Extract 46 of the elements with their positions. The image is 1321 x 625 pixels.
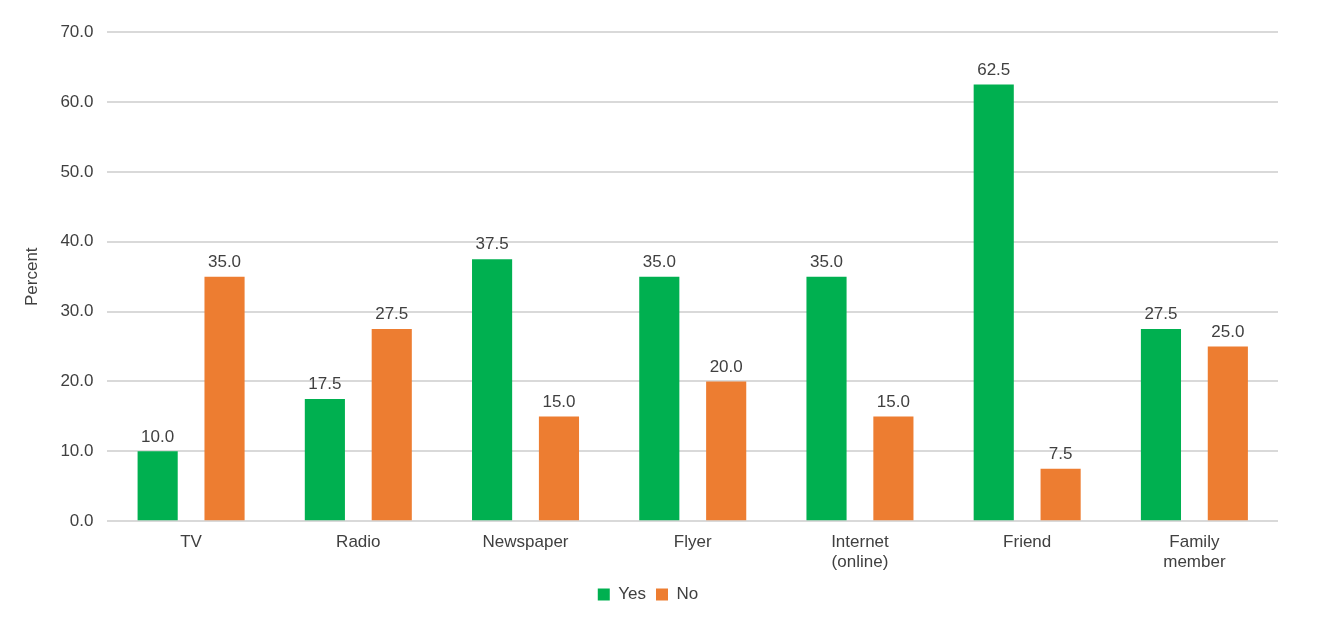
legend-label: Yes xyxy=(618,584,646,604)
x-tick-label: Newspaper xyxy=(482,532,569,552)
data-label: 25.0 xyxy=(1211,321,1245,341)
bar xyxy=(137,451,178,521)
x-tick-label: Internet (online) xyxy=(831,532,890,572)
y-tick-label: 60.0 xyxy=(60,91,94,111)
data-label: 35.0 xyxy=(207,251,242,271)
bar xyxy=(371,329,412,521)
data-label: 7.5 xyxy=(1048,443,1073,463)
legend-label: No xyxy=(676,584,699,604)
bar xyxy=(472,259,513,521)
data-label: 35.0 xyxy=(809,251,844,271)
bar xyxy=(304,398,345,521)
bar xyxy=(706,381,747,521)
y-tick-label: 50.0 xyxy=(60,161,94,181)
y-tick-label: 70.0 xyxy=(60,21,94,41)
bar xyxy=(873,416,914,521)
data-label: 27.5 xyxy=(375,304,409,324)
data-label: 15.0 xyxy=(876,391,910,411)
y-tick-label: 40.0 xyxy=(60,231,94,251)
bar xyxy=(1207,346,1248,521)
bar xyxy=(806,276,847,521)
y-tick-label: 20.0 xyxy=(60,371,94,391)
x-tick-label: Friend xyxy=(1003,532,1052,552)
bar xyxy=(973,84,1014,521)
data-label: 37.5 xyxy=(475,234,509,254)
bar xyxy=(1140,329,1182,521)
data-label: 10.0 xyxy=(141,426,175,446)
y-axis-title: Percent xyxy=(21,247,41,306)
bar xyxy=(204,276,245,521)
y-tick-label: 30.0 xyxy=(60,301,94,321)
x-tick-label: Family member xyxy=(1163,532,1226,572)
data-label: 17.5 xyxy=(308,374,342,394)
bar xyxy=(639,276,680,521)
bar xyxy=(538,416,580,521)
bar xyxy=(1040,468,1081,521)
x-tick-label: Flyer xyxy=(673,532,712,552)
data-label: 27.5 xyxy=(1144,304,1178,324)
data-label: 62.5 xyxy=(977,59,1011,79)
data-label: 15.0 xyxy=(542,391,576,411)
data-label: 20.0 xyxy=(709,356,743,376)
y-tick-label: 10.0 xyxy=(60,441,94,461)
x-tick-label: TV xyxy=(180,532,203,552)
x-tick-label: Radio xyxy=(336,532,381,552)
data-label: 35.0 xyxy=(642,251,676,271)
y-tick-label: 0.0 xyxy=(69,510,94,530)
